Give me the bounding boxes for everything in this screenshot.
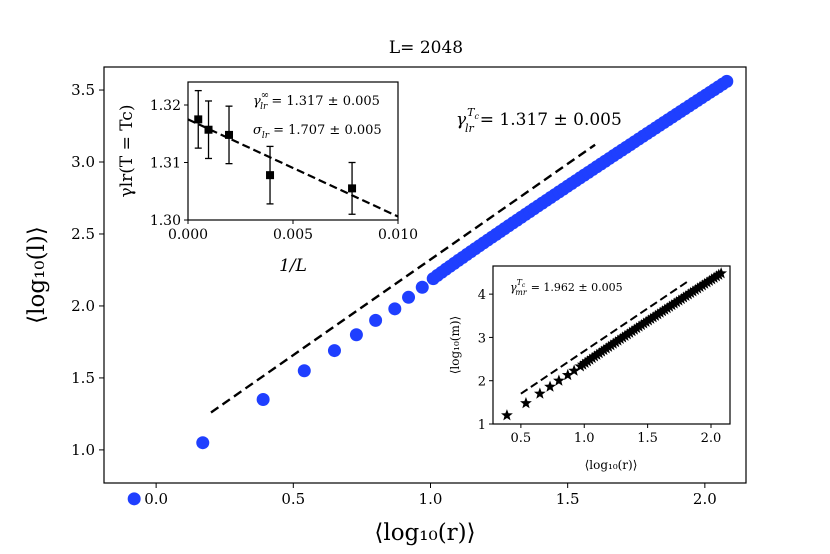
main-x-ticks: 0.0 0.5 1.0 1.5 2.0	[144, 483, 717, 508]
inset-top-x-axis-label: 1/L	[279, 256, 307, 276]
inset-top-data-point	[204, 125, 213, 134]
y-tick-label: 1.0	[71, 441, 95, 459]
x-tick-label: 0.5	[281, 490, 305, 508]
main-data-point	[369, 313, 383, 327]
inset-top-x-ticks: 0.000 0.005 0.010	[168, 220, 418, 243]
inset-top-annotation-sigma: σlr = 1.707 ± 0.005	[253, 123, 382, 141]
inset-bottom-data-points	[501, 267, 728, 421]
x-tick-label: 0.0	[144, 490, 168, 508]
y-tick-label: 3.0	[71, 153, 95, 171]
inset-top-fit-dashed-line	[187, 118, 399, 218]
main-fit-line	[210, 143, 596, 414]
inset-top-annotation-gamma: γ∞ lr = 1.317 ± 0.005	[253, 90, 380, 112]
y-tick-label: 2.0	[71, 297, 95, 315]
x-tick-label: 1.5	[556, 490, 580, 508]
inset-top-data-points	[194, 89, 357, 215]
main-data-point	[297, 364, 311, 378]
x-tick-label: 2.0	[693, 490, 717, 508]
inset-top-data-point	[266, 171, 275, 180]
x-tick-label: 2.0	[701, 431, 722, 446]
y-tick-label: 1.30	[150, 213, 181, 229]
inset-top-data-point	[225, 130, 234, 139]
y-tick-label: 3	[478, 331, 486, 346]
x-tick-label: 0.000	[168, 227, 208, 243]
main-data-point	[349, 328, 363, 342]
y-tick-label: 1.32	[150, 98, 181, 114]
main-data-points	[127, 74, 734, 506]
main-data-point	[720, 74, 734, 88]
main-data-point	[388, 302, 402, 316]
inset-top-y-axis-label: γlr(T = Tc)	[117, 105, 137, 198]
inset-top-fit-line	[187, 118, 399, 218]
inset-bottom-y-axis-label: ⟨log₁₀(m)⟩	[448, 316, 462, 374]
main-plot: L= 2048 0.0 0.5 1.0 1.5 2.0 1.0 1.5 2.0 2.5 3.0 3…	[24, 38, 747, 546]
main-data-point	[415, 280, 429, 294]
main-data-point	[196, 436, 210, 450]
y-tick-label: 1.5	[71, 369, 95, 387]
inset-bottom-axes-frame	[492, 265, 731, 425]
y-tick-label: 2	[478, 375, 486, 390]
inset-bottom-data-point	[501, 409, 513, 421]
x-tick-label: 0.010	[378, 227, 418, 243]
main-y-ticks: 1.0 1.5 2.0 2.5 3.0 3.5	[71, 81, 104, 459]
inset-bottom-data-point	[520, 397, 532, 409]
inset-top-y-ticks: 1.30 1.31 1.32	[150, 98, 188, 229]
inset-bottom-data-point	[544, 380, 556, 392]
y-tick-label: 2.5	[71, 225, 95, 243]
main-annotation: γTc lr = 1.317 ± 0.005	[456, 106, 622, 135]
main-data-point	[127, 492, 141, 506]
inset-bottom-fit-dashed-line	[520, 280, 689, 395]
y-tick-label: 4	[478, 288, 486, 303]
inset-top-data-point	[194, 115, 203, 124]
x-tick-label: 0.5	[511, 431, 532, 446]
inset-bottom-data-point	[553, 374, 565, 386]
main-axes-frame	[103, 66, 747, 484]
x-tick-label: 1.0	[574, 431, 595, 446]
inset-bottom-fit-line	[520, 280, 689, 395]
main-fit-dashed-line	[210, 143, 596, 414]
x-tick-label: 1.0	[419, 490, 443, 508]
inset-bottom-data-point	[715, 267, 728, 279]
inset-bottom-x-ticks: 0.5 1.0 1.5 2.0	[511, 424, 722, 446]
main-x-axis-label: ⟨log₁₀(r)⟩	[374, 520, 475, 546]
inset-top-data-point	[348, 184, 357, 193]
x-tick-label: 1.5	[637, 431, 658, 446]
main-data-point	[327, 344, 341, 358]
inset-bottom-data-point	[534, 387, 546, 399]
y-tick-label: 3.5	[71, 81, 95, 99]
y-tick-label: 1	[478, 418, 486, 433]
inset-bottom-annotation: γTc mr = 1.962 ± 0.005	[510, 278, 623, 297]
main-title: L= 2048	[389, 38, 463, 58]
inset-bottom-y-ticks: 1 2 3 4	[478, 288, 493, 433]
main-y-axis-label: ⟨log₁₀(l)⟩	[24, 226, 50, 324]
x-tick-label: 0.005	[273, 227, 313, 243]
y-tick-label: 1.31	[150, 156, 181, 172]
main-data-point	[402, 290, 416, 304]
inset-top-plot: 0.000 0.005 0.010 1.30 1.31 1.32 1/L γlr(T =…	[117, 81, 418, 276]
main-data-point	[256, 393, 270, 407]
inset-bottom-x-axis-label: ⟨log₁₀(r)⟩	[585, 458, 638, 472]
inset-bottom-data-point	[561, 368, 574, 381]
inset-bottom-data-point	[568, 364, 581, 376]
inset-top-background	[188, 82, 398, 220]
